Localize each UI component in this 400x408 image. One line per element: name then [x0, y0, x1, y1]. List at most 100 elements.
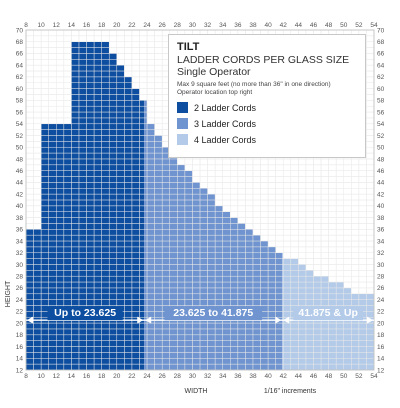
x-tick-label-top: 28	[174, 22, 182, 29]
x-tick-label-top: 14	[68, 22, 76, 29]
x-tick-label-top: 26	[159, 22, 167, 29]
y-axis-title: HEIGHT	[5, 280, 12, 307]
y-tick-label-left: 66	[16, 51, 24, 58]
y-tick-label-left: 62	[16, 74, 24, 81]
x-tick-label-top: 40	[264, 22, 272, 29]
y-tick-label-right: 46	[377, 168, 385, 175]
y-tick-label-right: 62	[377, 74, 385, 81]
x-tick-label-bottom: 48	[325, 373, 333, 380]
axis-ticks: 8 8 10 10 12 12 14 14 16 16 18 18 20 20 22 22 24 24 26 26 28…	[16, 22, 385, 380]
x-tick-label-top: 34	[219, 22, 227, 29]
y-tick-label-left: 42	[16, 191, 24, 198]
y-tick-label-left: 16	[16, 344, 24, 351]
y-tick-label-right: 64	[377, 62, 385, 69]
y-tick-label-left: 70	[16, 27, 24, 34]
y-tick-label-left: 44	[16, 180, 24, 187]
y-tick-label-right: 44	[377, 180, 385, 187]
y-tick-label-left: 68	[16, 39, 24, 46]
x-tick-label-bottom: 16	[83, 373, 91, 380]
range-label: 41.875 & Up	[298, 307, 358, 319]
x-tick-label-bottom: 18	[98, 373, 106, 380]
y-tick-label-right: 66	[377, 51, 385, 58]
coverage-column	[268, 246, 276, 370]
range-arrow-head	[145, 316, 152, 324]
coverage-column	[222, 211, 231, 370]
legend-swatch-3-cords	[177, 118, 188, 129]
x-tick-label-top: 16	[83, 22, 91, 29]
y-tick-label-right: 28	[377, 274, 385, 281]
y-tick-label-right: 24	[377, 297, 385, 304]
x-tick-label-bottom: 44	[295, 373, 303, 380]
x-tick-label-bottom: 20	[113, 373, 121, 380]
coverage-column	[200, 188, 208, 370]
x-tick-label-top: 22	[128, 22, 136, 29]
y-tick-label-left: 58	[16, 98, 24, 105]
legend-entry-4-cords: 4 Ladder Cords	[177, 134, 357, 145]
legend-entry-2-cords: 2 Ladder Cords	[177, 102, 357, 113]
x-tick-label-bottom: 38	[249, 373, 257, 380]
x-tick-label-top: 50	[340, 22, 348, 29]
y-tick-label-left: 26	[16, 285, 24, 292]
x-axis-note: 1/16" increments	[264, 388, 317, 395]
y-tick-label-right: 30	[377, 262, 385, 269]
y-tick-label-right: 70	[377, 27, 385, 34]
x-tick-label-bottom: 10	[38, 373, 46, 380]
coverage-column	[336, 282, 344, 370]
y-tick-label-left: 54	[16, 121, 24, 128]
x-tick-label-top: 48	[325, 22, 333, 29]
range-arrow-head	[137, 316, 144, 324]
x-tick-label-top: 54	[370, 22, 378, 29]
y-tick-label-left: 64	[16, 62, 24, 69]
legend-swatch-4-cords	[177, 134, 188, 145]
coverage-column	[358, 293, 367, 370]
y-tick-label-left: 20	[16, 320, 24, 327]
range-arrow-head	[367, 316, 373, 324]
width-ranges: Up to 23.625 23.625 to 41.875 41.875 & Up	[26, 306, 374, 324]
y-tick-label-right: 12	[377, 367, 385, 374]
x-tick-label-bottom: 54	[370, 373, 378, 380]
y-tick-label-right: 26	[377, 285, 385, 292]
coverage-column	[169, 153, 178, 370]
coverage-column	[328, 282, 337, 370]
x-tick-label-top: 18	[98, 22, 106, 29]
x-axis-title: WIDTH	[185, 388, 208, 395]
y-tick-label-left: 32	[16, 250, 24, 257]
x-tick-label-top: 52	[355, 22, 363, 29]
x-tick-label-top: 12	[53, 22, 61, 29]
legend-note-operator: Operator location top right	[177, 89, 253, 96]
y-tick-label-left: 22	[16, 309, 24, 316]
y-tick-label-right: 36	[377, 227, 385, 234]
legend-label-3-cords: 3 Ladder Cords	[194, 118, 257, 129]
y-tick-label-left: 40	[16, 203, 24, 210]
y-tick-label-right: 38	[377, 215, 385, 222]
y-tick-label-right: 50	[377, 145, 385, 152]
coverage-column	[237, 223, 246, 370]
coverage-column	[351, 293, 359, 370]
y-tick-label-left: 56	[16, 109, 24, 116]
y-tick-label-left: 46	[16, 168, 24, 175]
x-tick-label-top: 24	[143, 22, 151, 29]
x-tick-label-top: 38	[249, 22, 257, 29]
x-tick-label-bottom: 26	[159, 373, 167, 380]
coverage-column	[252, 235, 261, 370]
y-tick-label-left: 14	[16, 356, 24, 363]
y-tick-label-right: 60	[377, 86, 385, 93]
legend-label-2-cords: 2 Ladder Cords	[194, 102, 257, 113]
y-tick-label-left: 28	[16, 274, 24, 281]
legend-label-4-cords: 4 Ladder Cords	[194, 134, 257, 145]
x-tick-label-bottom: 12	[53, 373, 61, 380]
x-tick-label-top: 32	[204, 22, 212, 29]
x-tick-label-bottom: 42	[280, 373, 288, 380]
legend-entry-3-cords: 3 Ladder Cords	[177, 118, 357, 129]
x-tick-label-bottom: 24	[143, 373, 151, 380]
legend-swatch-2-cords	[177, 102, 188, 113]
y-tick-label-right: 68	[377, 39, 385, 46]
y-tick-label-right: 48	[377, 156, 385, 163]
y-tick-label-left: 60	[16, 86, 24, 93]
x-tick-label-bottom: 22	[128, 373, 136, 380]
y-tick-label-left: 12	[16, 367, 24, 374]
range-label: 23.625 to 41.875	[173, 307, 253, 319]
range-label-bg	[164, 306, 263, 321]
x-tick-label-bottom: 32	[204, 373, 212, 380]
